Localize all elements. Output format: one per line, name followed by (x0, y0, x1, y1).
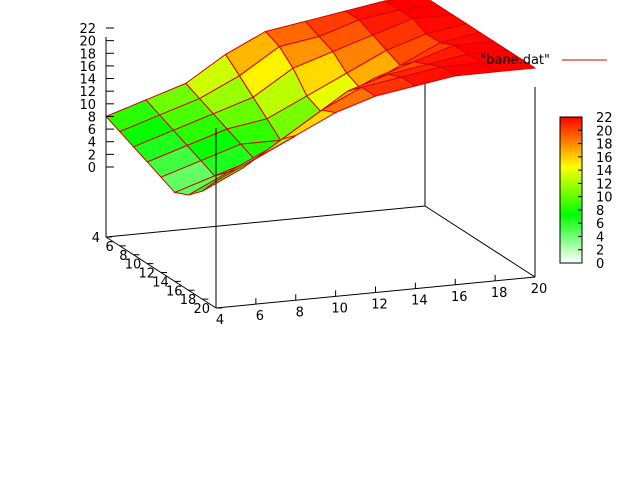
x-axis-ticks: 4 6 8 10 12 14 16 18 20 (215, 271, 548, 328)
z-tick-label: 16 (79, 60, 96, 75)
colorbox-tick-label: 18 (596, 138, 613, 153)
z-tick-label: 12 (79, 85, 96, 100)
z-tick-label: 20 (79, 35, 96, 50)
colorbox-tick-label: 12 (596, 177, 613, 192)
z-tick-label: 14 (79, 73, 96, 88)
y-tick-label: 20 (193, 302, 210, 317)
y-tick-label: 8 (119, 249, 127, 264)
z-tick-label: 2 (88, 148, 96, 163)
x-tick-label: 8 (296, 305, 304, 320)
colorbox (559, 116, 583, 264)
z-tick-label: 10 (79, 98, 96, 113)
colorbox-tick-label: 20 (596, 124, 613, 139)
y-tick-label: 12 (138, 267, 155, 282)
y-tick-label: 18 (180, 293, 197, 308)
legend: "bane.dat" (480, 53, 607, 68)
colorbox-tick-label: 2 (596, 244, 604, 259)
colorbox-tick-label: 14 (596, 164, 613, 179)
y-tick-label: 6 (105, 240, 113, 255)
y-tick-label: 4 (92, 231, 100, 246)
colorbox-tick-label: 10 (596, 191, 613, 206)
z-tick-label: 0 (88, 161, 96, 176)
colorbox-tick-label: 6 (596, 217, 604, 232)
z-tick-label: 22 (79, 22, 96, 37)
x-tick-label: 16 (451, 290, 468, 305)
x-tick-label: 12 (371, 298, 388, 313)
colorbox-gradient (559, 116, 583, 264)
surface-mesh (105, 0, 537, 196)
z-tick-label: 6 (88, 123, 96, 138)
z-tick-label: 18 (79, 47, 96, 62)
box-edge-back-bottom (105, 205, 426, 238)
box-edge-right-bottom (424, 205, 536, 278)
x-tick-label: 10 (331, 301, 348, 316)
colorbox-tick-label: 16 (596, 151, 613, 166)
x-tick-label: 6 (256, 309, 264, 324)
x-tick-label: 14 (411, 294, 428, 309)
legend-label: "bane.dat" (480, 53, 550, 68)
x-tick-label: 18 (491, 286, 508, 301)
z-tick-label: 4 (88, 136, 96, 151)
colorbox-tick-label: 4 (596, 230, 604, 245)
y-tick-label: 10 (125, 258, 142, 273)
colorbox-tick-label: 8 (596, 204, 604, 219)
x-tick-label: 20 (531, 282, 548, 297)
y-tick-label: 16 (166, 284, 183, 299)
y-tick-label: 14 (152, 275, 169, 290)
z-tick-label: 8 (88, 110, 96, 125)
x-tick-label: 4 (216, 313, 224, 328)
colorbox-tick-label: 0 (596, 257, 604, 272)
colorbox-tick-label: 22 (596, 111, 613, 126)
